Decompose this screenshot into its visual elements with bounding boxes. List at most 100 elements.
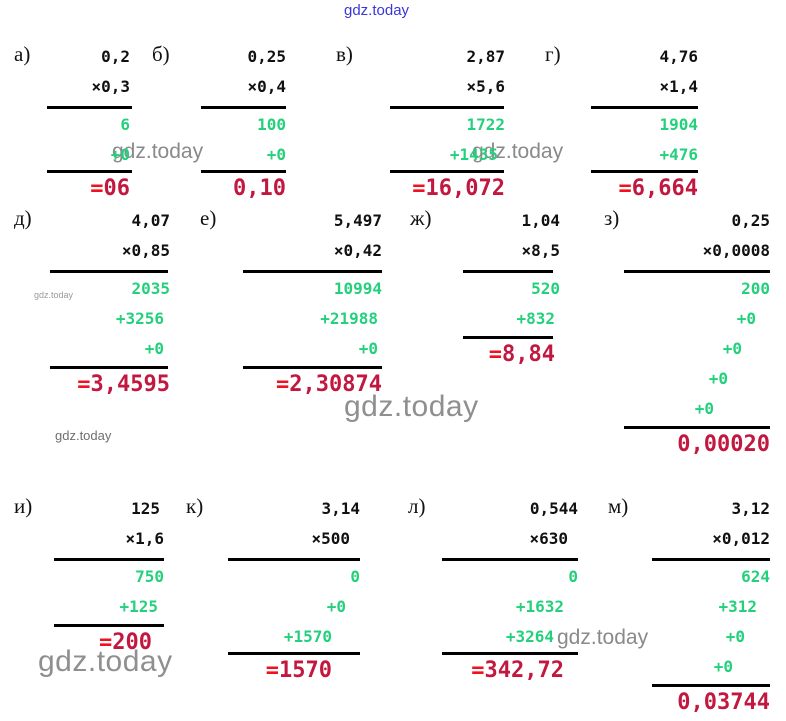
result-value-k: 1570: [279, 658, 332, 683]
partial-v-0: 1722: [466, 115, 505, 134]
multiplier-e: ×0,42: [333, 241, 382, 260]
partial-l-0: 0: [568, 567, 578, 586]
multiplicand-e: 5,497: [333, 211, 382, 230]
watermark-bottom-left: gdz.today: [38, 645, 173, 678]
problem-tag-b: б): [152, 42, 170, 66]
equals-sign-k: =: [265, 658, 280, 683]
watermark-item-d: gdz.today: [34, 290, 74, 300]
multiplicand-z: 0,25: [731, 211, 770, 230]
equals-sign-d: =: [77, 372, 91, 397]
equals-sign-l: =: [471, 658, 485, 683]
partial-i-1: +125: [119, 597, 158, 616]
partial-v-1: +1435: [449, 145, 498, 164]
rule-top-b: [201, 106, 286, 109]
multiplier-g: ×1,4: [659, 77, 698, 96]
rule-top-zh: [463, 270, 553, 273]
partial-d-1: +3256: [115, 309, 164, 328]
watermark-row-a: gdz.today: [112, 140, 204, 163]
multiplier-z: ×0,0008: [702, 241, 770, 260]
watermark-top: gdz.today: [344, 2, 410, 19]
result-value-v: 16,072: [425, 176, 505, 201]
result-value-zh: 8,84: [502, 342, 555, 367]
problem-tag-z: з): [604, 206, 620, 230]
result-value-z: 0,00020: [677, 432, 770, 457]
multiplicand-k: 3,14: [321, 499, 360, 518]
multiplier-zh: ×8,5: [521, 241, 560, 260]
multiplier-i: ×1,6: [125, 529, 164, 548]
multiplier-b: ×0,4: [247, 77, 286, 96]
partial-m-1: +312: [718, 597, 757, 616]
partial-b-0: 100: [257, 115, 286, 134]
result-l: =342,72: [436, 656, 564, 686]
partial-k-0: 0: [350, 567, 360, 586]
equals-sign-i: =: [99, 630, 113, 655]
multiplier-a: ×0,3: [91, 77, 130, 96]
multiplier-k: ×500: [311, 529, 350, 548]
rule-bottom-g: [591, 170, 698, 173]
watermark-center: gdz.today: [344, 390, 479, 423]
multiplicand-l: 0,544: [529, 499, 578, 518]
rule-top-g: [591, 106, 698, 109]
rule-bottom-i: [54, 624, 164, 627]
partial-a-1: +0: [110, 145, 130, 164]
multiplicand-zh: 1,04: [521, 211, 560, 230]
result-g: =6,664: [580, 174, 698, 204]
result-value-d: 3,4595: [90, 372, 170, 397]
multiplier-m: ×0,012: [712, 529, 770, 548]
result-value-l: 342,72: [484, 658, 564, 683]
problem-tag-v: в): [336, 42, 353, 66]
result-b: 0,10: [180, 174, 286, 204]
partial-z-0: 200: [741, 279, 770, 298]
multiplicand-g: 4,76: [659, 47, 698, 66]
equals-sign-e: =: [276, 372, 290, 397]
rule-top-l: [442, 558, 578, 561]
result-value-m: 0,03744: [677, 690, 770, 715]
rule-bottom-m: [652, 684, 770, 687]
partial-l-1: +1632: [515, 597, 564, 616]
problem-tag-zh: ж): [410, 206, 432, 230]
partial-z-4: +0: [694, 399, 714, 418]
rule-top-i: [54, 558, 164, 561]
partial-z-3: +0: [708, 369, 728, 388]
partial-e-2: +0: [358, 339, 378, 358]
partial-e-0: 10994: [333, 279, 382, 298]
rule-bottom-z: [624, 426, 770, 429]
partial-b-1: +0: [266, 145, 286, 164]
rule-bottom-d: [50, 366, 168, 369]
partial-zh-1: +832: [516, 309, 555, 328]
rule-top-v: [390, 106, 504, 109]
problem-tag-k: к): [186, 494, 204, 518]
result-value-g: 6,664: [631, 176, 698, 201]
equals-sign-a: =: [90, 176, 104, 201]
result-k: =1570: [222, 656, 332, 686]
result-z: 0,00020: [624, 430, 770, 460]
partial-g-0: 1904: [659, 115, 698, 134]
equals-sign-g: =: [618, 176, 632, 201]
rule-top-a: [47, 106, 132, 109]
rule-top-m: [652, 558, 770, 561]
rule-bottom-l: [442, 652, 578, 655]
partial-i-0: 750: [135, 567, 164, 586]
result-zh: =8,84: [452, 340, 555, 370]
watermark-below-d: gdz.today: [55, 428, 112, 443]
problem-tag-l: л): [408, 494, 426, 518]
result-a: =06: [30, 174, 130, 204]
result-value-e: 2,30874: [289, 372, 382, 397]
result-v: =16,072: [380, 174, 505, 204]
rule-bottom-b: [201, 170, 286, 173]
partial-zh-0: 520: [531, 279, 560, 298]
equals-sign-v: =: [412, 176, 426, 201]
multiplicand-d: 4,07: [131, 211, 170, 230]
problem-tag-i: и): [14, 494, 33, 518]
rule-top-e: [243, 270, 382, 273]
result-value-b: 0,10: [233, 176, 286, 201]
multiplicand-v: 2,87: [466, 47, 505, 66]
result-value-i: 200: [112, 630, 152, 655]
rule-bottom-v: [390, 170, 504, 173]
partial-d-2: +0: [144, 339, 164, 358]
result-d: =3,4595: [46, 370, 170, 400]
problem-tag-m: м): [608, 494, 629, 518]
partial-d-0: 2035: [131, 279, 170, 298]
rule-bottom-a: [47, 170, 132, 173]
multiplier-v: ×5,6: [466, 77, 505, 96]
